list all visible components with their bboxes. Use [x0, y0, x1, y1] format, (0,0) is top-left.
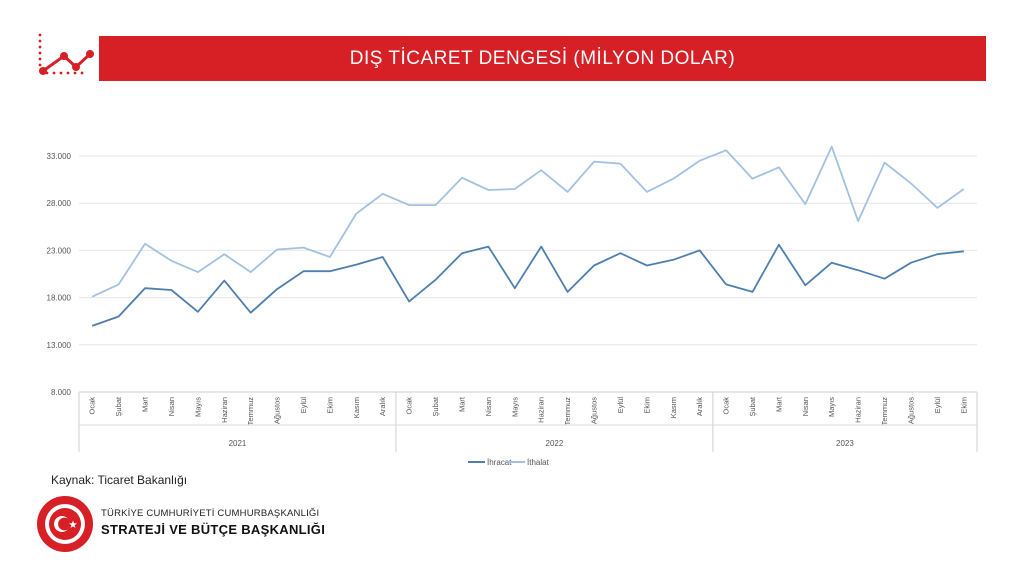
- org-name-line1: TÜRKİYE CUMHURİYETİ CUMHURBAŞKANLIĞI: [101, 508, 320, 519]
- x-tick-label: Eylül: [299, 397, 308, 414]
- x-tick-label: Şubat: [748, 396, 757, 417]
- org-name-line2: STRATEJİ VE BÜTÇE BAŞKANLIĞI: [101, 522, 326, 537]
- x-tick-label: Mart: [774, 396, 783, 412]
- series-line-ithalat: [91, 145, 965, 298]
- y-tick-label: 13.000: [47, 341, 72, 350]
- trend-chart-icon: [38, 33, 94, 75]
- y-tick-label: 33.000: [47, 152, 72, 161]
- legend-label: İthalat: [527, 458, 550, 467]
- x-tick-label: Ocak: [88, 397, 97, 415]
- y-tick-label: 8.000: [51, 388, 72, 397]
- y-tick-label: 18.000: [47, 294, 72, 303]
- year-label: 2022: [546, 439, 564, 448]
- series-line-ihracat: [91, 243, 964, 327]
- x-tick-label: Nisan: [801, 397, 810, 416]
- x-tick-label: Mart: [141, 396, 150, 412]
- x-tick-label: Ekim: [959, 397, 968, 414]
- x-tick-label: Ekim: [642, 397, 651, 414]
- legend-label: İhracat: [487, 458, 512, 467]
- x-tick-label: Eylül: [933, 397, 942, 414]
- x-tick-label: Temmuz: [880, 397, 889, 426]
- x-tick-label: Nisan: [167, 397, 176, 416]
- x-tick-label: Kasım: [669, 397, 678, 418]
- x-tick-label: Ekim: [325, 397, 334, 414]
- x-tick-label: Ocak: [405, 397, 414, 415]
- x-tick-label: Eylül: [616, 397, 625, 414]
- x-tick-label: Aralık: [378, 397, 387, 416]
- x-tick-label: Mayıs: [827, 397, 836, 417]
- x-tick-label: Ağustos: [273, 397, 282, 424]
- presidency-seal-icon: [37, 496, 93, 552]
- source-note: Kaynak: Ticaret Bakanlığı: [51, 473, 188, 487]
- x-tick-label: Haziran: [537, 397, 546, 423]
- x-tick-label: Ağustos: [590, 397, 599, 424]
- x-tick-label: Kasım: [352, 397, 361, 418]
- x-tick-label: Aralık: [695, 397, 704, 416]
- x-tick-label: Mayıs: [510, 397, 519, 417]
- x-tick-label: Temmuz: [246, 397, 255, 426]
- x-tick-label: Haziran: [220, 397, 229, 423]
- x-tick-label: Mayıs: [193, 397, 202, 417]
- x-tick-label: Temmuz: [563, 397, 572, 426]
- year-label: 2023: [836, 439, 854, 448]
- x-tick-label: Şubat: [114, 396, 123, 417]
- x-tick-label: Mart: [457, 396, 466, 412]
- x-tick-label: Haziran: [854, 397, 863, 423]
- x-tick-label: Ağustos: [906, 397, 915, 424]
- y-tick-label: 28.000: [47, 199, 72, 208]
- chart-title: DIŞ TİCARET DENGESİ (MİLYON DOLAR): [349, 47, 736, 69]
- y-tick-label: 23.000: [47, 246, 72, 255]
- x-tick-label: Nisan: [484, 397, 493, 416]
- x-tick-label: Şubat: [431, 396, 440, 417]
- title-banner: DIŞ TİCARET DENGESİ (MİLYON DOLAR): [99, 36, 986, 81]
- year-label: 2021: [229, 439, 247, 448]
- x-tick-label: Ocak: [722, 397, 731, 415]
